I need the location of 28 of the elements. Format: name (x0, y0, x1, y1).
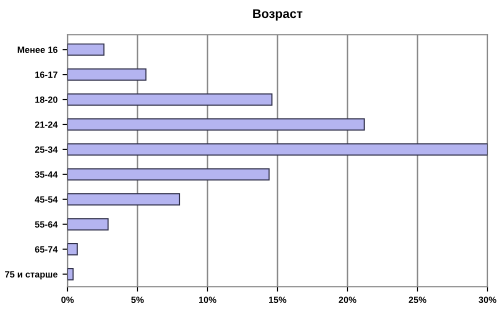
x-tick-label: 5% (131, 296, 144, 304)
y-tick-label: 21-24 (35, 121, 58, 128)
y-tick-label: Менее 16 (18, 46, 58, 53)
x-tick-label: 30% (478, 296, 496, 304)
y-tick-label: 16-17 (35, 72, 58, 78)
x-tick-label: 15% (269, 296, 286, 304)
bar (68, 68, 146, 81)
bar (68, 168, 270, 181)
bar (68, 218, 109, 230)
chart-title: Возраст (253, 9, 302, 21)
y-tick-label: 35-44 (34, 171, 58, 178)
bar (68, 43, 104, 56)
bar (68, 243, 78, 256)
x-tick-label: 20% (338, 296, 356, 304)
bar (68, 93, 272, 106)
y-tick-label: 18-20 (35, 96, 58, 103)
y-tick-label: 75 и старше (5, 271, 58, 280)
x-tick-label: 0% (61, 296, 74, 304)
bar (68, 268, 74, 280)
bar (68, 143, 488, 156)
y-tick-label: 25-34 (35, 146, 58, 153)
x-tick-label: 10% (199, 296, 216, 304)
y-tick-label: 55-64 (34, 221, 58, 228)
bar (68, 193, 180, 206)
y-tick-label: 45-54 (34, 196, 58, 203)
x-tick-label: 25% (408, 296, 426, 304)
bar (68, 118, 365, 131)
y-tick-label: 65-74 (35, 246, 58, 253)
